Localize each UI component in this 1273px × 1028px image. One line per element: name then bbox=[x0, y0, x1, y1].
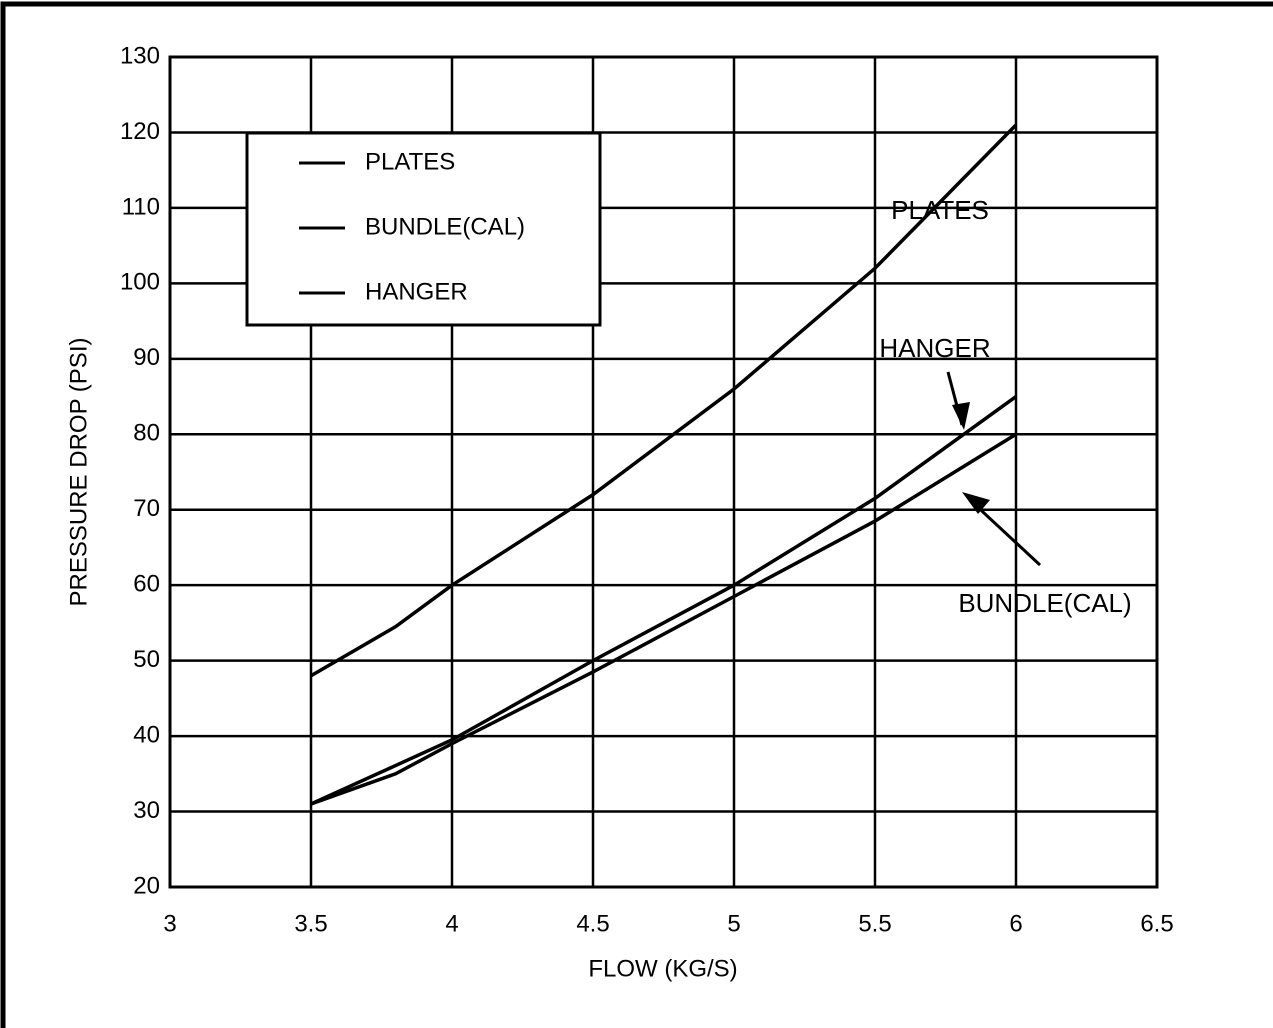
annotation: BUNDLE(CAL) bbox=[958, 588, 1131, 618]
x-axis-label: FLOW (KG/S) bbox=[588, 955, 737, 982]
legend-label: PLATES bbox=[365, 148, 455, 175]
x-tick-label: 4.5 bbox=[576, 910, 609, 937]
x-tick-label: 3 bbox=[163, 910, 176, 937]
plot-frame bbox=[168, 55, 1159, 889]
x-tick-label: 5.5 bbox=[858, 910, 891, 937]
y-axis-label: PRESSURE DROP (PSI) bbox=[65, 338, 92, 607]
y-tick-label: 130 bbox=[120, 42, 160, 69]
x-tick-label: 6.5 bbox=[1140, 910, 1173, 937]
y-tick-label: 80 bbox=[133, 420, 160, 447]
annotation-arrow bbox=[968, 498, 1042, 567]
series-line bbox=[310, 123, 1018, 678]
y-tick-label: 70 bbox=[133, 495, 160, 522]
x-tick-label: 6 bbox=[1009, 910, 1022, 937]
y-tick-label: 110 bbox=[122, 193, 160, 220]
legend-label: BUNDLE(CAL) bbox=[365, 213, 525, 240]
y-tick-label: 50 bbox=[133, 646, 160, 673]
x-tick-label: 5 bbox=[727, 910, 740, 937]
series-line bbox=[310, 395, 1018, 806]
annotation-arrowhead bbox=[962, 492, 990, 514]
y-tick-label: 120 bbox=[120, 118, 160, 145]
x-tick-label: 4 bbox=[445, 910, 458, 937]
y-tick-label: 20 bbox=[133, 872, 160, 899]
series-line bbox=[310, 432, 1017, 806]
annotation: HANGER bbox=[879, 333, 990, 363]
x-tick-label: 3.5 bbox=[294, 910, 327, 937]
y-tick-label: 30 bbox=[133, 797, 160, 824]
y-tick-label: 90 bbox=[133, 344, 160, 371]
legend-label: HANGER bbox=[365, 278, 468, 305]
annotation-arrowhead bbox=[952, 402, 970, 430]
y-tick-label: 40 bbox=[133, 721, 160, 748]
y-tick-label: 100 bbox=[120, 269, 160, 296]
y-tick-label: 60 bbox=[133, 571, 160, 598]
annotation: PLATES bbox=[891, 195, 989, 225]
